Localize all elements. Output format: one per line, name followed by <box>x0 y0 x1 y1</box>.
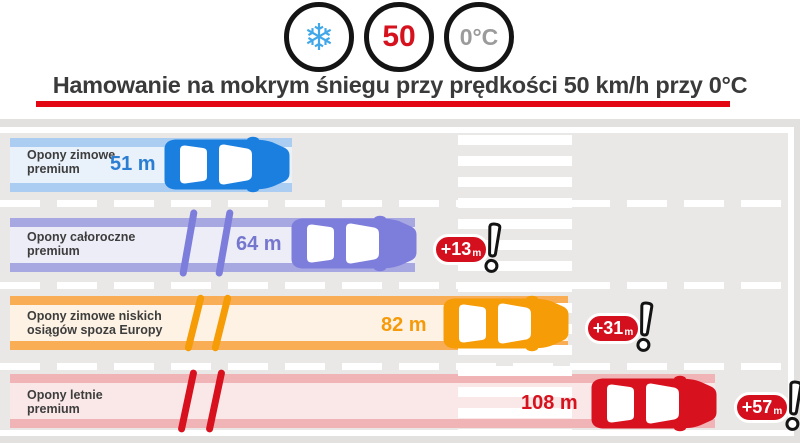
car-icon-allseason-premium <box>291 215 417 272</box>
distance-value: 64 m <box>236 233 282 255</box>
distance-value: 51 m <box>110 153 156 175</box>
delta-pill: +13 m <box>433 234 489 265</box>
title-underline <box>36 101 730 107</box>
extra-distance-badge: +13 m <box>433 222 502 273</box>
tire-label-line: osiągów spoza Europy <box>27 322 163 337</box>
page-title: Hamowanie na mokrym śniegu przy prędkośc… <box>52 72 748 98</box>
delta-value: +57 <box>741 397 773 417</box>
delta-pill: +31 m <box>585 313 641 344</box>
temperature-badge: 0°C <box>444 2 514 72</box>
tire-label-allseason-premium: Opony całoroczne premium <box>27 230 136 258</box>
bar-stripe <box>10 263 415 272</box>
tire-label-line: premium <box>27 401 80 416</box>
delta-value: +31 <box>592 318 624 338</box>
bar-stripe <box>10 419 715 428</box>
bar-stripe <box>10 296 568 305</box>
extra-distance-badge: +57 m <box>734 380 800 431</box>
tire-label-winter-premium: Opony zimowe premium <box>27 148 116 176</box>
bar-stripe <box>10 374 715 383</box>
exclamation-icon <box>484 222 502 273</box>
exclamation-icon <box>636 301 654 352</box>
lane-divider <box>0 282 788 289</box>
bar-stripe <box>10 183 292 192</box>
tire-label-line: premium <box>27 161 80 176</box>
delta-unit: m <box>773 405 783 417</box>
tire-label-budget-winter: Opony zimowe niskich osiągów spoza Europ… <box>27 309 163 337</box>
tire-label-line: premium <box>27 243 80 258</box>
delta-value: +13 <box>440 239 472 259</box>
bar-stripe <box>10 218 415 227</box>
snowflake-icon: ❄ <box>303 15 335 59</box>
car-icon-summer-premium <box>591 375 717 432</box>
extra-distance-badge: +31 m <box>585 301 654 352</box>
bar-stripe <box>10 341 568 350</box>
tire-label-line: Opony zimowe niskich <box>27 309 162 323</box>
exclamation-icon <box>785 380 800 431</box>
snowflake-badge: ❄ <box>284 2 354 72</box>
car-icon-budget-winter <box>443 295 569 352</box>
delta-pill: +57 m <box>734 392 790 423</box>
tire-label-line: Opony całoroczne <box>27 230 136 244</box>
tire-label-line: Opony letnie <box>27 388 103 402</box>
bar-stripe <box>10 138 292 147</box>
delta-unit: m <box>472 247 482 259</box>
distance-value: 82 m <box>381 314 427 336</box>
lane-divider <box>0 200 788 207</box>
tire-label-summer-premium: Opony letnie premium <box>27 388 103 416</box>
car-icon-winter-premium <box>164 136 290 193</box>
distance-value: 108 m <box>521 392 578 414</box>
temperature-value: 0°C <box>459 23 499 50</box>
pedestrian-crossing <box>458 135 572 430</box>
delta-unit: m <box>624 326 634 338</box>
speed-limit-value: 50 <box>382 20 416 53</box>
tire-label-line: Opony zimowe <box>27 148 116 162</box>
speed-limit-badge: 50 <box>364 2 434 72</box>
lane-divider <box>0 363 788 370</box>
